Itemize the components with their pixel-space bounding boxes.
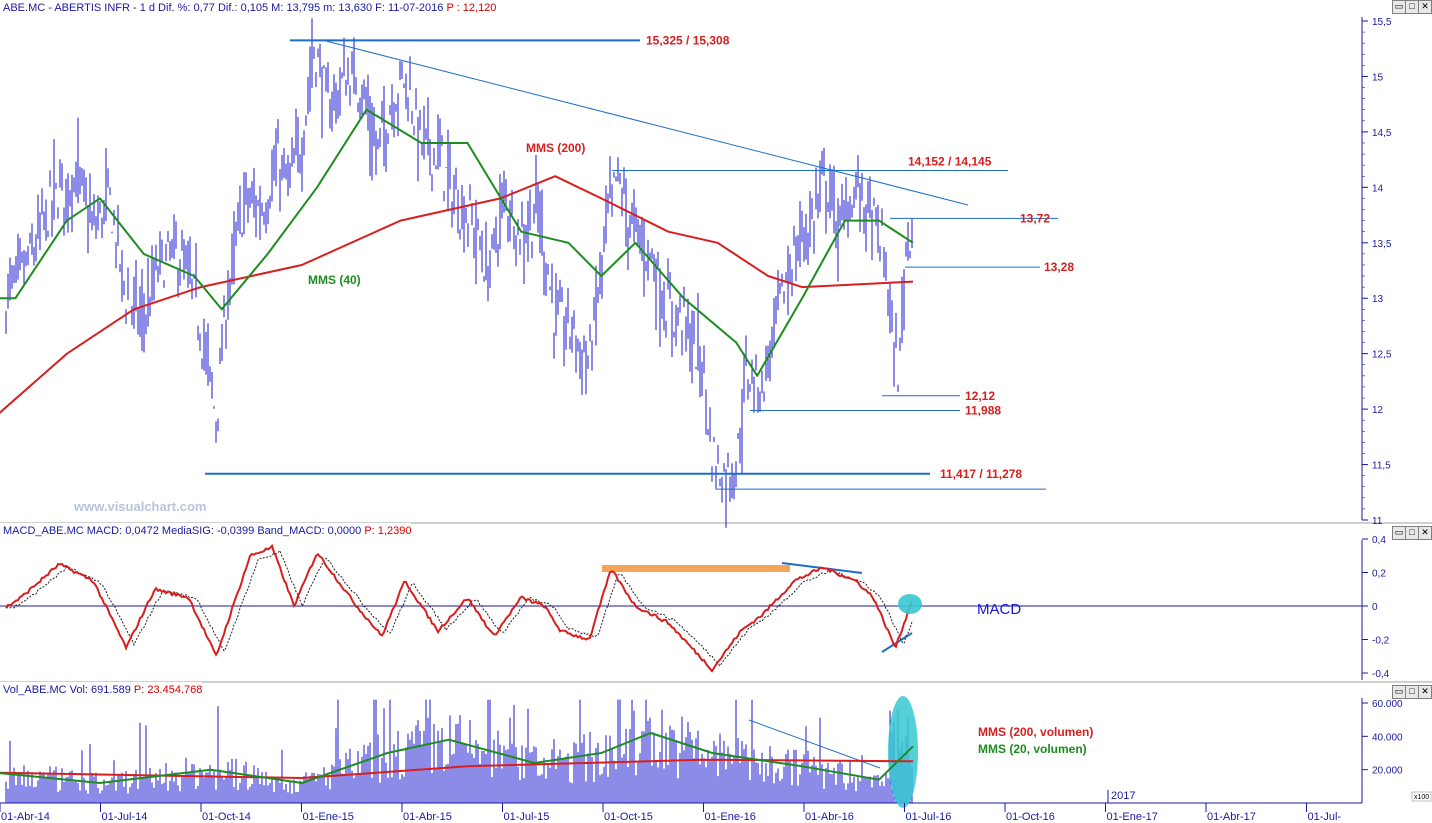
macd-label: MACD <box>977 601 1021 618</box>
macd-maximize-button[interactable]: □ <box>1405 526 1419 540</box>
level-label: 14,152 / 14,145 <box>908 154 992 168</box>
vol-maximize-button[interactable]: □ <box>1405 685 1419 699</box>
price-tick-label: 14,5 <box>1372 128 1392 139</box>
time-tick-label: 01-Ene-16 <box>705 811 756 823</box>
time-tick-label: 01-Oct-14 <box>202 811 251 823</box>
time-tick-label: 01-Abr-14 <box>1 811 50 823</box>
volume-mms200-series <box>0 758 914 779</box>
time-tick-label: 01-Abr-16 <box>805 811 854 823</box>
level-label: 11,988 <box>965 403 1001 417</box>
level-label: 15,325 / 15,308 <box>646 33 730 47</box>
price-header-text: ABE.MC - ABERTIS INFR - 1 d Dif. %: 0,77… <box>3 2 444 14</box>
legend-vol-mms200: MMS (200, volumen) <box>978 725 1093 739</box>
level-label: 11,417 / 11,278 <box>940 467 1022 481</box>
macd-line <box>5 543 913 673</box>
level-label: 13,72 <box>1020 211 1050 225</box>
macd-header-last: P: 1,2390 <box>364 525 412 537</box>
macd-series <box>5 543 913 673</box>
year-marker-label: 2017 <box>1111 790 1135 802</box>
macd-header: MACD_ABE.MC MACD: 0,0472 MediaSIG: -0,03… <box>0 523 412 539</box>
macd-y-axis-ticks: 0,4 0,2 0 -0,2 -0,4 <box>1362 535 1390 680</box>
macd-tick-label: -0,4 <box>1372 669 1390 680</box>
price-bars <box>5 18 913 528</box>
mms200-series <box>0 175 914 414</box>
vol-header: Vol_ABE.MC Vol: 691.589 P: 23.454.768 <box>0 682 203 698</box>
macd-tick-label: 0 <box>1372 602 1378 613</box>
macd-restore-button[interactable]: ▭ <box>1392 526 1406 540</box>
volume-mms200-line <box>0 758 914 779</box>
volume-bars <box>5 699 913 803</box>
price-tick-label: 14 <box>1372 183 1384 194</box>
time-tick-label: 01-Oct-15 <box>604 811 653 823</box>
time-tick-label: 01-Ene-17 <box>1107 811 1158 823</box>
time-tick-label: 01-Oct-16 <box>1006 811 1055 823</box>
annotation-mms200: MMS (200) <box>526 141 585 155</box>
support-resistance-levels: 15,325 / 15,308 14,152 / 14,145 13,72 13,28… <box>205 33 1074 490</box>
macd-tick-label: 0,4 <box>1372 535 1386 546</box>
scale-note-box <box>1411 791 1432 802</box>
price-tick-label: 11,5 <box>1372 461 1391 472</box>
macd-tick-label: -0,2 <box>1372 636 1390 647</box>
price-y-axis-ticks: 15,5 15 14,5 14 13,5 13 12,5 12 11,5 11 <box>1362 17 1392 527</box>
vol-close-button[interactable]: ✕ <box>1418 685 1432 699</box>
time-tick-label: 01-Jul-14 <box>102 811 148 823</box>
time-tick-label: 01-Jul-15 <box>504 811 550 823</box>
price-header-last: P : 12,120 <box>446 2 497 14</box>
time-tick-label: 01-Jul-16 <box>906 811 952 823</box>
level-label: 13,28 <box>1044 260 1074 274</box>
volume-tick-label: 20.000 <box>1372 766 1403 777</box>
mms200-line <box>0 175 914 414</box>
price-tick-label: 12,5 <box>1372 350 1392 361</box>
time-tick-label: 01-Jul- <box>1308 811 1342 823</box>
price-tick-label: 13,5 <box>1372 239 1392 250</box>
macd-signal-line <box>6 549 913 667</box>
price-maximize-button[interactable]: □ <box>1405 0 1419 14</box>
time-tick-label: 01-Ene-15 <box>303 811 354 823</box>
level-label: 12,12 <box>965 389 995 403</box>
watermark: www.visualchart.com <box>73 499 206 514</box>
legend-vol-mms20: MMS (20, volumen) <box>978 742 1087 756</box>
macd-resistance-highlight <box>602 565 790 572</box>
volume-mms20-series <box>0 732 914 784</box>
vol-header-text: Vol_ABE.MC Vol: 691.589 <box>3 684 131 696</box>
time-tick-label: 01-Abr-15 <box>403 811 452 823</box>
macd-header-text: MACD_ABE.MC MACD: 0,0472 MediaSIG: -0,03… <box>3 525 362 537</box>
price-tick-label: 13 <box>1372 294 1384 305</box>
volume-y-axis-ticks: 60.000 40.000 20.000 <box>1362 699 1403 777</box>
volume-spike-highlight <box>888 696 918 808</box>
macd-tick-label: 0,2 <box>1372 569 1386 580</box>
volume-tick-label: 60.000 <box>1372 699 1403 710</box>
price-tick-label: 15,5 <box>1372 17 1392 28</box>
volume-scale-note: x100 <box>1414 794 1429 801</box>
annotation-mms40: MMS (40) <box>308 273 361 287</box>
vol-header-last: P: 23.454.768 <box>133 684 203 696</box>
price-tick-label: 15 <box>1372 72 1384 83</box>
macd-close-button[interactable]: ✕ <box>1418 526 1432 540</box>
macd-cross-highlight <box>898 594 922 614</box>
price-tick-label: 11 <box>1372 516 1383 527</box>
price-tick-label: 12 <box>1372 405 1384 416</box>
mms40-series <box>0 108 914 377</box>
time-tick-label: 01-Abr-17 <box>1207 811 1256 823</box>
volume-tick-label: 40.000 <box>1372 732 1403 743</box>
vol-restore-button[interactable]: ▭ <box>1392 685 1406 699</box>
time-axis: 01-Abr-14 01-Jul-14 01-Oct-14 01-Ene-15 01-A… <box>0 803 1341 823</box>
price-header: ABE.MC - ABERTIS INFR - 1 d Dif. %: 0,77… <box>0 0 497 16</box>
volume-mms20-line <box>0 732 914 784</box>
downtrend-line <box>325 40 969 206</box>
mms40-line <box>0 108 914 377</box>
macd-signal-series <box>6 549 913 667</box>
